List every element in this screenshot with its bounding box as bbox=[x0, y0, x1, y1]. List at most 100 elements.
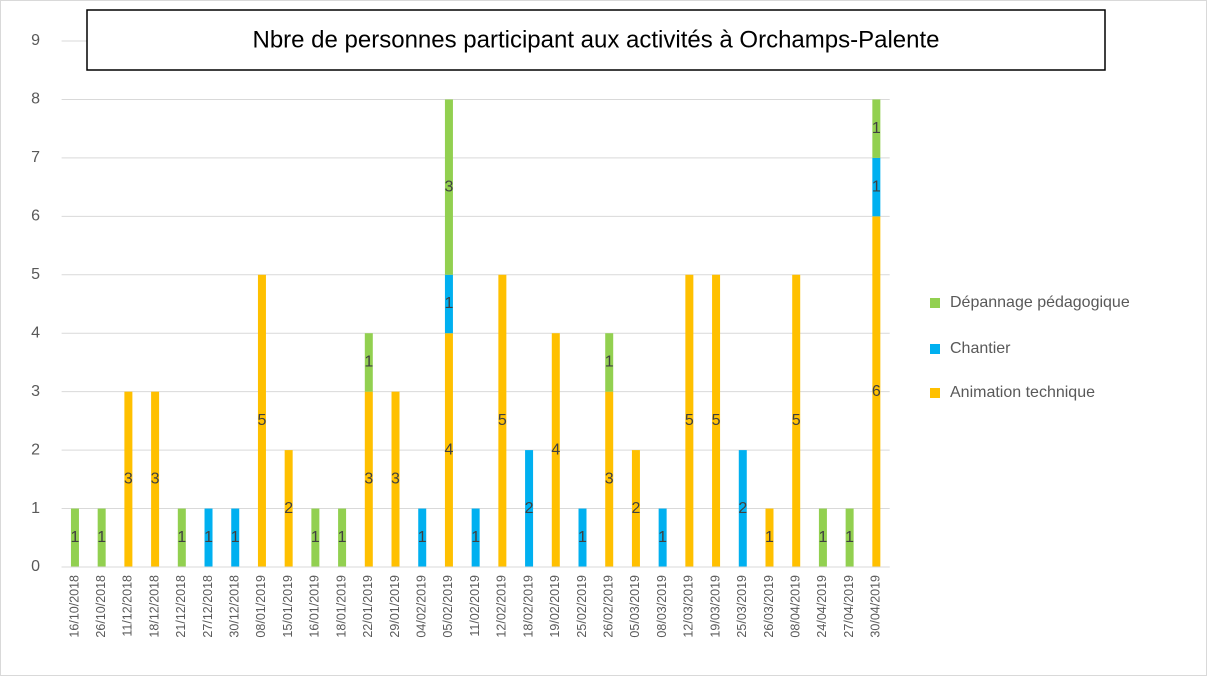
x-tick-label: 12/02/2019 bbox=[495, 575, 509, 638]
bar-segment bbox=[151, 391, 160, 567]
data-label: 3 bbox=[444, 178, 453, 195]
x-tick-label: 08/04/2019 bbox=[789, 575, 803, 638]
x-tick-label: 16/01/2019 bbox=[308, 575, 322, 638]
data-label: 1 bbox=[605, 354, 614, 371]
x-tick-label: 21/12/2018 bbox=[174, 575, 188, 638]
data-label: 3 bbox=[124, 471, 133, 488]
bar-segment bbox=[605, 333, 614, 392]
x-tick-label: 05/02/2019 bbox=[441, 575, 455, 638]
x-tick-label: 11/02/2019 bbox=[468, 575, 482, 637]
x-tick-label: 18/02/2019 bbox=[521, 575, 535, 638]
x-tick-label: 18/12/2018 bbox=[147, 575, 161, 638]
x-tick-label: 15/01/2019 bbox=[281, 575, 295, 638]
data-label: 5 bbox=[712, 412, 721, 429]
bar-segment bbox=[792, 274, 801, 567]
bar-segment bbox=[578, 508, 587, 567]
bar-segment bbox=[311, 508, 320, 567]
x-tick-label: 30/04/2019 bbox=[869, 575, 883, 638]
y-tick-label: 2 bbox=[31, 441, 40, 458]
data-label: 4 bbox=[444, 441, 453, 458]
x-tick-label: 04/02/2019 bbox=[415, 575, 429, 638]
bar-segment bbox=[685, 274, 694, 567]
data-label: 5 bbox=[792, 412, 801, 429]
data-label: 1 bbox=[471, 529, 480, 546]
y-tick-label: 8 bbox=[31, 91, 40, 108]
bar-segment bbox=[364, 391, 373, 567]
x-tick-label: 27/12/2018 bbox=[201, 575, 215, 638]
bar-segment bbox=[257, 274, 266, 567]
bar-segment bbox=[471, 508, 480, 567]
legend-label: Dépannage pédagogique bbox=[950, 294, 1130, 311]
x-tick-label: 26/03/2019 bbox=[762, 575, 776, 638]
bar-segment bbox=[658, 508, 667, 567]
data-label: 1 bbox=[231, 529, 240, 546]
y-tick-label: 7 bbox=[31, 149, 40, 166]
bar-segment bbox=[97, 508, 106, 567]
data-label: 4 bbox=[551, 441, 560, 458]
x-tick-label: 12/03/2019 bbox=[682, 575, 696, 638]
x-tick-label: 25/02/2019 bbox=[575, 575, 589, 638]
data-label: 2 bbox=[284, 500, 293, 517]
x-tick-label: 25/03/2019 bbox=[735, 575, 749, 638]
bar-segment bbox=[872, 99, 881, 158]
bar-segment bbox=[444, 99, 453, 275]
y-tick-label: 3 bbox=[31, 383, 40, 400]
data-label: 1 bbox=[204, 529, 213, 546]
data-label: 1 bbox=[177, 529, 186, 546]
y-tick-label: 5 bbox=[31, 266, 40, 283]
data-label: 1 bbox=[71, 529, 80, 546]
bar-segment bbox=[124, 391, 133, 567]
x-tick-label: 19/02/2019 bbox=[548, 575, 562, 638]
x-tick-label: 19/03/2019 bbox=[708, 575, 722, 638]
chart-title: Nbre de personnes participant aux activi… bbox=[252, 26, 939, 53]
bar-segment bbox=[444, 333, 453, 567]
bar-segment bbox=[525, 450, 534, 567]
bar-segment bbox=[338, 508, 347, 567]
data-label: 1 bbox=[311, 529, 320, 546]
legend-label: Chantier bbox=[950, 340, 1011, 357]
data-label: 1 bbox=[418, 529, 427, 546]
data-label: 2 bbox=[631, 500, 640, 517]
x-tick-label: 18/01/2019 bbox=[334, 575, 348, 638]
bar-segment bbox=[391, 391, 400, 567]
data-label: 1 bbox=[444, 295, 453, 312]
x-tick-label: 08/03/2019 bbox=[655, 575, 669, 638]
bar-segment bbox=[712, 274, 721, 567]
data-label: 3 bbox=[605, 471, 614, 488]
data-label: 1 bbox=[872, 178, 881, 195]
bar-segment bbox=[738, 450, 747, 567]
legend-label: Animation technique bbox=[950, 384, 1095, 401]
data-label: 2 bbox=[738, 500, 747, 517]
data-label: 3 bbox=[391, 471, 400, 488]
x-tick-label: 26/10/2018 bbox=[94, 575, 108, 638]
y-tick-label: 6 bbox=[31, 208, 40, 225]
x-tick-label: 27/04/2019 bbox=[842, 575, 856, 638]
y-tick-label: 1 bbox=[31, 500, 40, 517]
data-label: 1 bbox=[845, 529, 854, 546]
bar-segment bbox=[818, 508, 827, 567]
legend-swatch bbox=[930, 344, 940, 354]
x-tick-label: 22/01/2019 bbox=[361, 575, 375, 638]
data-label: 5 bbox=[498, 412, 507, 429]
bar-segment bbox=[498, 274, 507, 567]
data-label: 1 bbox=[658, 529, 667, 546]
data-label: 1 bbox=[338, 529, 347, 546]
data-label: 3 bbox=[364, 471, 373, 488]
bar-segment bbox=[551, 333, 560, 567]
bar-segment bbox=[605, 391, 614, 567]
x-tick-label: 08/01/2019 bbox=[254, 575, 268, 638]
bar-segment bbox=[845, 508, 854, 567]
data-label: 1 bbox=[818, 529, 827, 546]
data-label: 2 bbox=[525, 500, 534, 517]
bar-segment bbox=[765, 508, 774, 567]
y-tick-label: 9 bbox=[31, 32, 40, 49]
y-tick-label: 4 bbox=[31, 324, 40, 341]
x-tick-label: 16/10/2018 bbox=[67, 575, 81, 638]
data-label: 1 bbox=[97, 529, 106, 546]
data-label: 5 bbox=[257, 412, 266, 429]
bar-segment bbox=[444, 274, 453, 334]
bar-segment bbox=[631, 450, 640, 567]
legend-swatch bbox=[930, 298, 940, 308]
